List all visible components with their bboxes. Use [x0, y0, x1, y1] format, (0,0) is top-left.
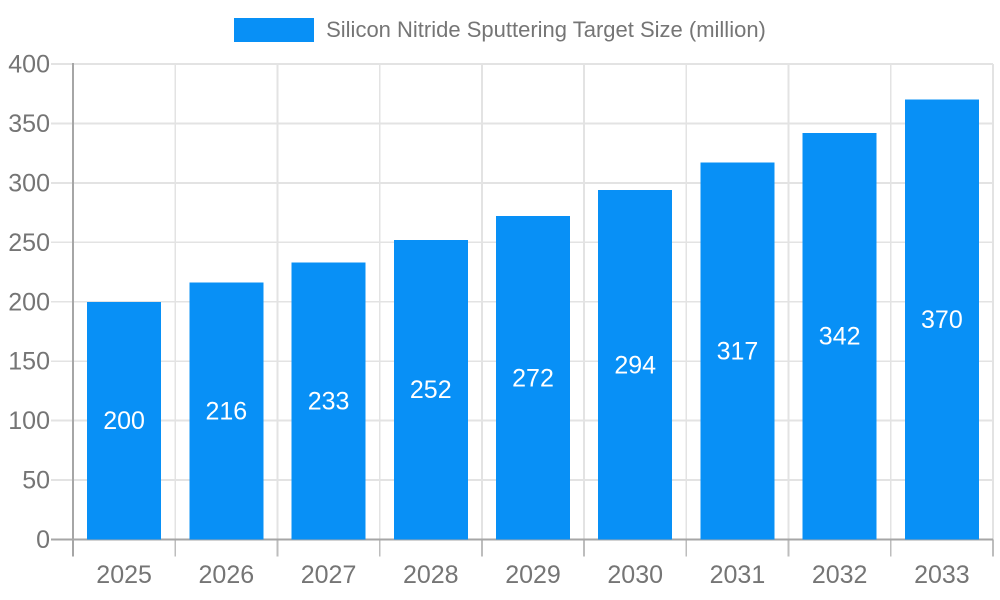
bar-value-label: 294	[614, 351, 656, 379]
legend-swatch[interactable]	[234, 18, 315, 42]
x-axis-tick-label: 2032	[812, 561, 868, 589]
x-axis-tick-label: 2031	[710, 561, 766, 589]
y-axis-tick-label: 150	[8, 348, 50, 376]
bar	[904, 99, 979, 540]
legend-label[interactable]: Silicon Nitride Sputtering Target Size (…	[326, 17, 766, 42]
y-axis-tick-label: 50	[22, 467, 50, 495]
bar-value-label: 233	[308, 388, 350, 416]
bar	[393, 239, 468, 540]
y-axis-tick-label: 250	[8, 229, 50, 257]
bar-value-label: 370	[921, 306, 963, 334]
x-axis-tick-label: 2026	[199, 561, 255, 589]
y-axis-tick-label: 350	[8, 110, 50, 138]
bar-value-label: 272	[512, 364, 554, 392]
bar	[189, 282, 264, 540]
x-axis-tick-label: 2030	[607, 561, 663, 589]
x-axis-tick-label: 2025	[96, 561, 152, 589]
y-axis-tick-label: 0	[36, 526, 50, 554]
bar	[700, 162, 775, 540]
chart-legend[interactable]: Silicon Nitride Sputtering Target Size (…	[0, 17, 1000, 43]
bar	[291, 262, 366, 540]
bar-value-label: 317	[717, 338, 759, 366]
bar	[496, 216, 570, 540]
bar-value-label: 252	[410, 376, 452, 404]
bar	[802, 132, 877, 540]
y-axis-tick-label: 100	[8, 407, 50, 435]
x-axis-tick-label: 2027	[301, 561, 357, 589]
x-axis-tick-label: 2033	[914, 561, 970, 589]
bar	[87, 301, 162, 540]
bar	[598, 190, 673, 540]
bar-value-label: 216	[205, 398, 247, 426]
bar-value-label: 342	[819, 323, 861, 351]
y-axis-tick-label: 300	[8, 169, 50, 197]
x-axis-tick-label: 2028	[403, 561, 459, 589]
bar-value-label: 200	[103, 407, 145, 435]
x-axis-tick-label: 2029	[505, 561, 561, 589]
y-axis-tick-label: 400	[8, 51, 50, 79]
y-axis-tick-label: 200	[8, 288, 50, 316]
